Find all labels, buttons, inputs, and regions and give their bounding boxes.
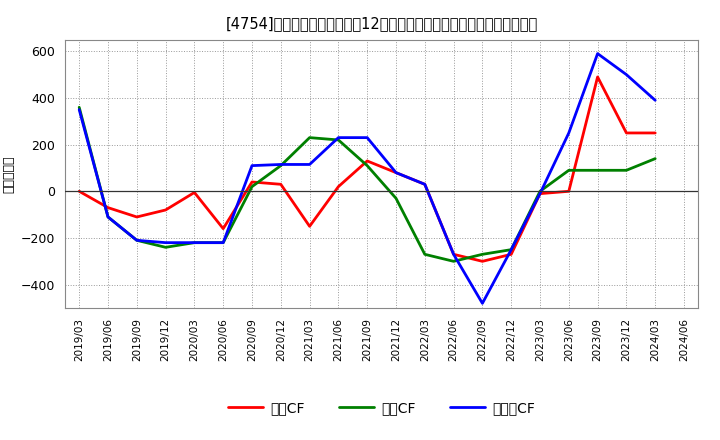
投資CF	[507, 247, 516, 252]
投資CF	[449, 259, 458, 264]
投資CF	[363, 163, 372, 168]
Y-axis label: （百万円）: （百万円）	[2, 155, 15, 193]
投資CF	[276, 163, 285, 168]
フリーCF	[536, 191, 544, 196]
Line: 営業CF: 営業CF	[79, 77, 655, 261]
投資CF	[334, 137, 343, 143]
営業CF	[190, 190, 199, 195]
営業CF	[392, 170, 400, 175]
フリーCF	[104, 214, 112, 220]
Legend: 営業CF, 投資CF, フリーCF: 営業CF, 投資CF, フリーCF	[223, 396, 540, 421]
フリーCF	[75, 107, 84, 112]
投資CF	[161, 245, 170, 250]
投資CF	[190, 240, 199, 245]
営業CF	[334, 184, 343, 189]
投資CF	[305, 135, 314, 140]
営業CF	[478, 259, 487, 264]
営業CF	[420, 182, 429, 187]
フリーCF	[593, 51, 602, 56]
フリーCF	[305, 162, 314, 167]
営業CF	[536, 191, 544, 196]
営業CF	[507, 252, 516, 257]
営業CF	[104, 205, 112, 210]
営業CF	[564, 189, 573, 194]
営業CF	[363, 158, 372, 164]
フリーCF	[564, 130, 573, 136]
営業CF	[75, 189, 84, 194]
フリーCF	[161, 240, 170, 245]
営業CF	[651, 130, 660, 136]
投資CF	[564, 168, 573, 173]
フリーCF	[449, 252, 458, 257]
営業CF	[248, 180, 256, 185]
フリーCF	[219, 240, 228, 245]
投資CF	[132, 238, 141, 243]
投資CF	[219, 240, 228, 245]
投資CF	[622, 168, 631, 173]
営業CF	[161, 207, 170, 213]
フリーCF	[132, 238, 141, 243]
投資CF	[248, 184, 256, 189]
フリーCF	[420, 182, 429, 187]
投資CF	[536, 189, 544, 194]
営業CF	[132, 214, 141, 220]
営業CF	[449, 252, 458, 257]
フリーCF	[651, 98, 660, 103]
フリーCF	[622, 72, 631, 77]
投資CF	[75, 105, 84, 110]
フリーCF	[478, 301, 487, 306]
営業CF	[622, 130, 631, 136]
投資CF	[420, 252, 429, 257]
フリーCF	[248, 163, 256, 168]
フリーCF	[363, 135, 372, 140]
投資CF	[478, 252, 487, 257]
Line: フリーCF: フリーCF	[79, 54, 655, 303]
Line: 投資CF: 投資CF	[79, 107, 655, 261]
フリーCF	[190, 240, 199, 245]
営業CF	[276, 182, 285, 187]
投資CF	[593, 168, 602, 173]
Title: [4754]　キャッシュフローの12か月移動合計の対前年同期増減額の推移: [4754] キャッシュフローの12か月移動合計の対前年同期増減額の推移	[225, 16, 538, 32]
投資CF	[651, 156, 660, 161]
営業CF	[219, 226, 228, 231]
投資CF	[392, 196, 400, 201]
フリーCF	[334, 135, 343, 140]
営業CF	[305, 224, 314, 229]
フリーCF	[507, 247, 516, 252]
営業CF	[593, 74, 602, 80]
フリーCF	[392, 170, 400, 175]
投資CF	[104, 214, 112, 220]
フリーCF	[276, 162, 285, 167]
